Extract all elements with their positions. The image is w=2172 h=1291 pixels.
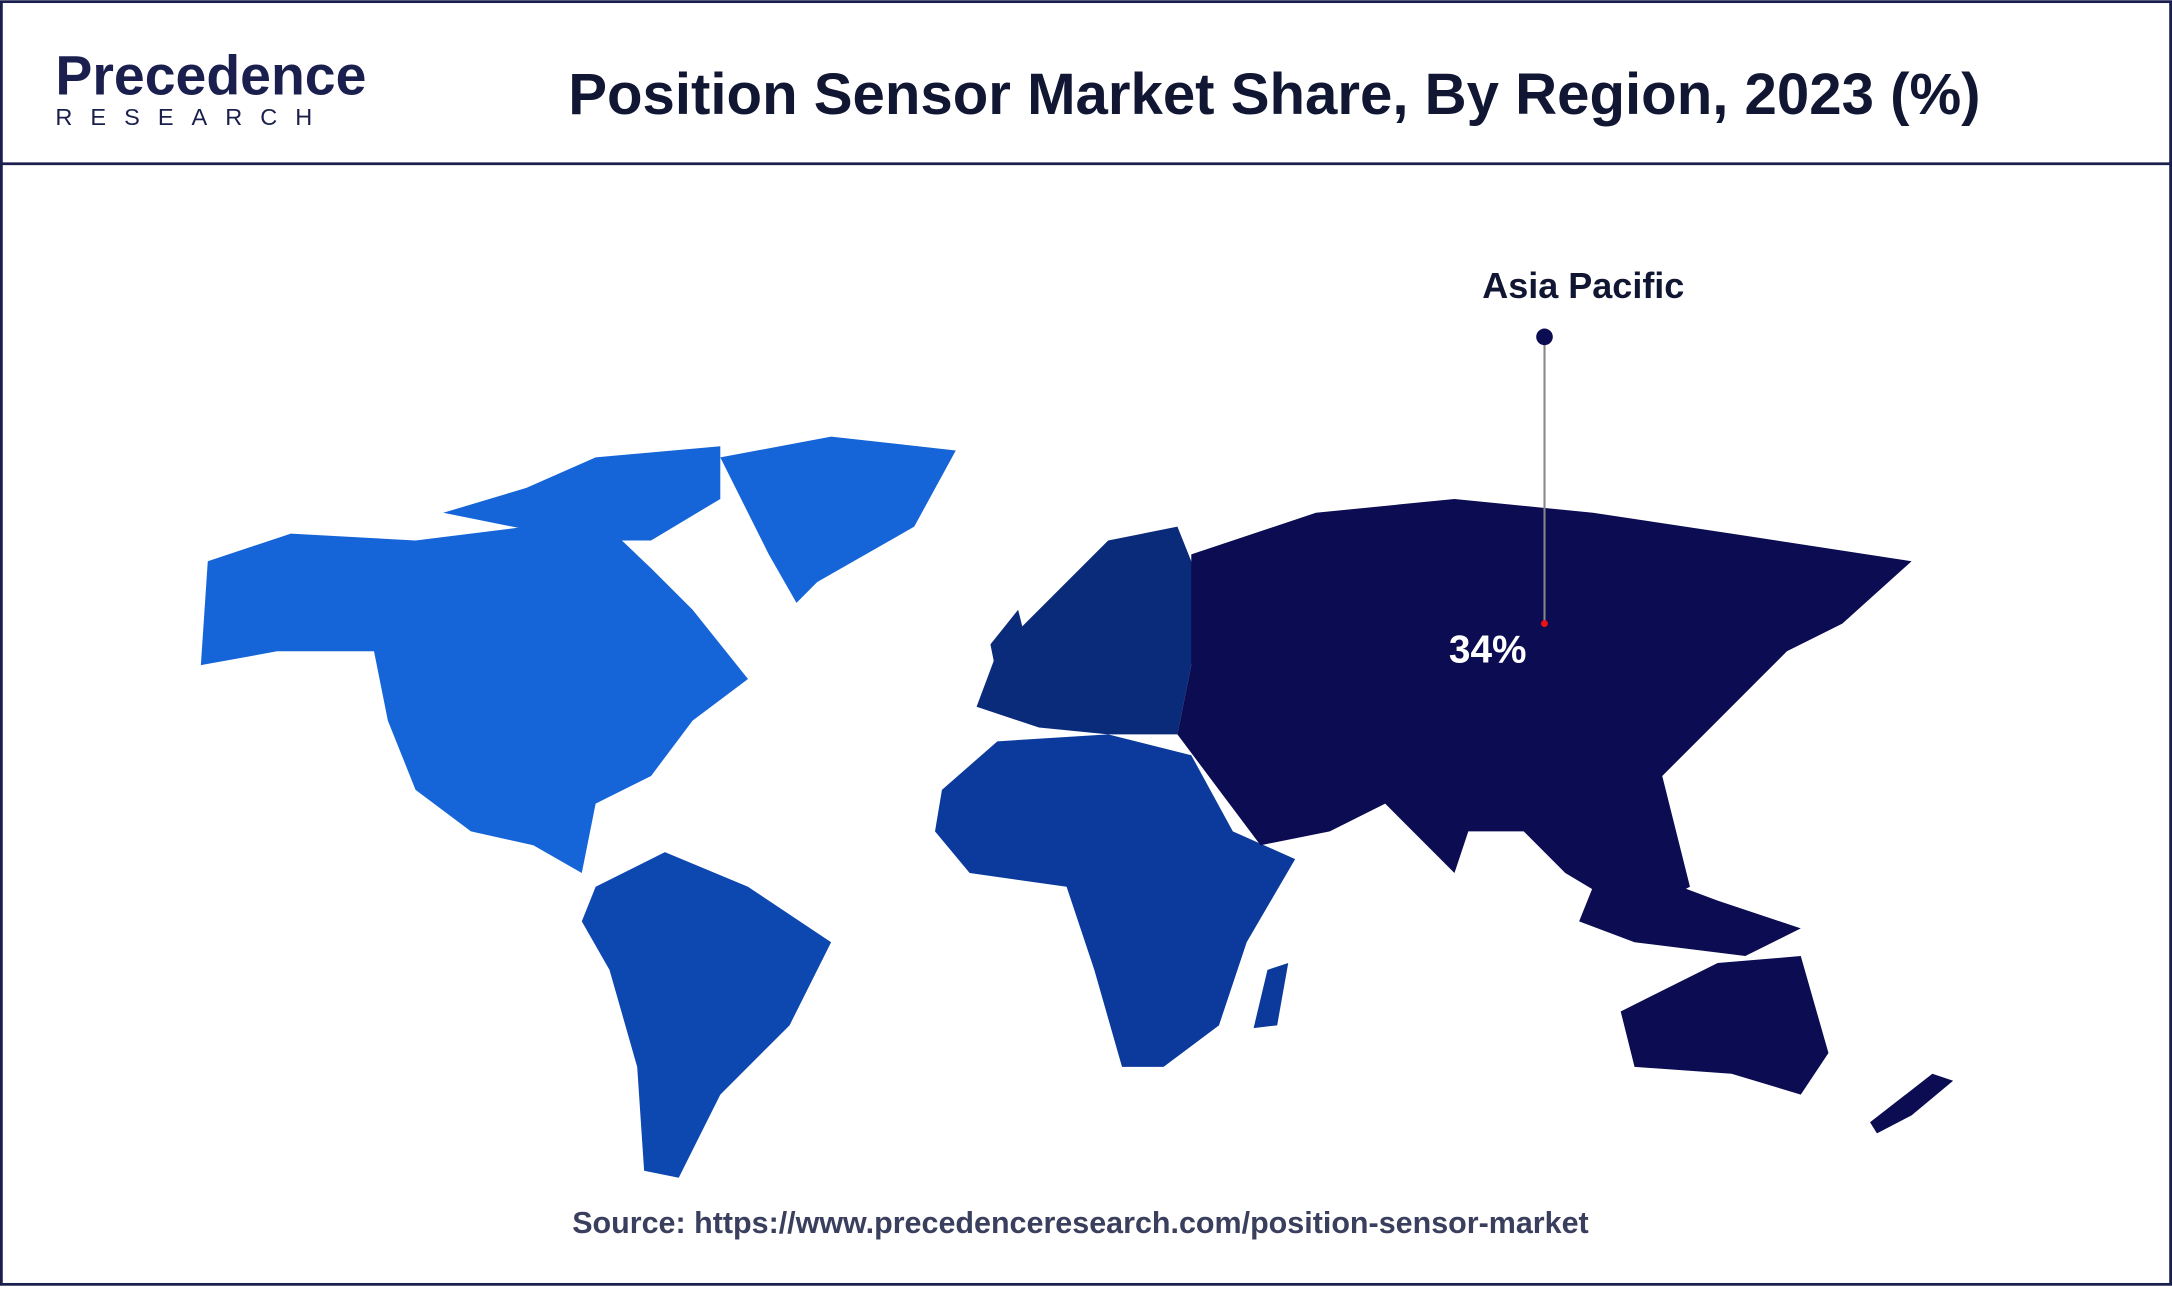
islands (1579, 879, 1801, 957)
new-zealand (1870, 1073, 1954, 1134)
world-map (200, 436, 1954, 1178)
source: Source: https://www.precedenceresearch.c… (572, 1206, 1588, 1240)
asia (1177, 498, 1912, 915)
south-america (581, 852, 832, 1178)
europe (976, 526, 1206, 735)
logo-top: Precedence (55, 44, 366, 106)
arctic-islands (443, 446, 721, 541)
title: Position Sensor Market Share, By Region,… (568, 62, 1980, 127)
north-america (200, 515, 749, 873)
australia (1620, 956, 1829, 1095)
callout-anchor (1541, 620, 1548, 628)
uk (990, 609, 1032, 680)
logo-bottom: RESEARCH (55, 104, 330, 130)
greenland (720, 436, 956, 603)
africa (935, 734, 1296, 1067)
region-label: Asia Pacific (1482, 265, 1684, 306)
madagascar (1253, 962, 1289, 1029)
callout-dot (1536, 328, 1553, 346)
region-value: 34% (1449, 628, 1527, 671)
